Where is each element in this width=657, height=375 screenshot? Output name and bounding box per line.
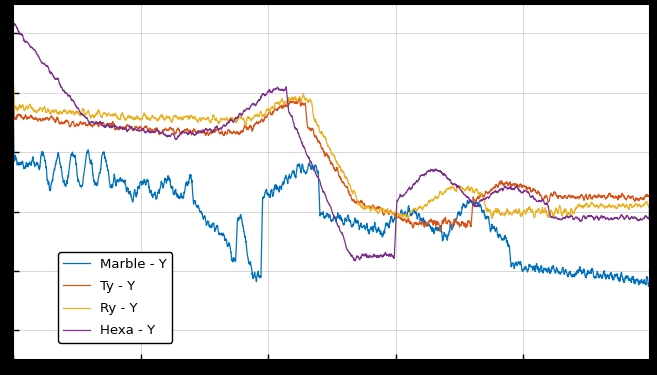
Ry - Y <box>82 112 90 117</box>
Line: Marble - Y: Marble - Y <box>13 97 650 286</box>
Ty - Y <box>436 230 444 234</box>
Ty - Y <box>281 103 289 108</box>
Ty - Y <box>120 127 127 131</box>
Ty - Y <box>566 193 574 197</box>
Hexa - Y <box>11 21 18 26</box>
Ty - Y <box>646 128 654 132</box>
Hexa - Y <box>82 116 90 120</box>
Hexa - Y <box>281 86 289 91</box>
Legend: Marble - Y, Ty - Y, Ry - Y, Hexa - Y: Marble - Y, Ty - Y, Ry - Y, Hexa - Y <box>58 252 172 343</box>
Hexa - Y <box>120 126 128 131</box>
Ry - Y <box>281 100 289 105</box>
Ry - Y <box>9 68 17 72</box>
Marble - Y <box>120 178 127 183</box>
Hexa - Y <box>351 259 359 263</box>
Line: Ty - Y: Ty - Y <box>13 75 650 232</box>
Hexa - Y <box>646 138 654 142</box>
Ry - Y <box>634 203 642 207</box>
Ty - Y <box>254 120 261 125</box>
Ty - Y <box>82 123 90 128</box>
Hexa - Y <box>566 215 574 220</box>
Hexa - Y <box>635 219 643 223</box>
Marble - Y <box>281 176 289 180</box>
Line: Ry - Y: Ry - Y <box>13 70 650 219</box>
Marble - Y <box>646 188 654 192</box>
Marble - Y <box>645 284 652 289</box>
Ty - Y <box>634 198 642 202</box>
Marble - Y <box>82 158 90 162</box>
Marble - Y <box>254 273 261 278</box>
Ry - Y <box>120 114 127 118</box>
Ry - Y <box>646 135 654 139</box>
Ry - Y <box>566 212 574 217</box>
Ry - Y <box>254 112 261 116</box>
Line: Hexa - Y: Hexa - Y <box>13 24 650 261</box>
Ty - Y <box>9 72 17 77</box>
Marble - Y <box>9 95 17 99</box>
Marble - Y <box>634 277 642 282</box>
Hexa - Y <box>9 26 17 30</box>
Ry - Y <box>488 216 496 221</box>
Marble - Y <box>565 270 573 274</box>
Hexa - Y <box>254 99 261 104</box>
